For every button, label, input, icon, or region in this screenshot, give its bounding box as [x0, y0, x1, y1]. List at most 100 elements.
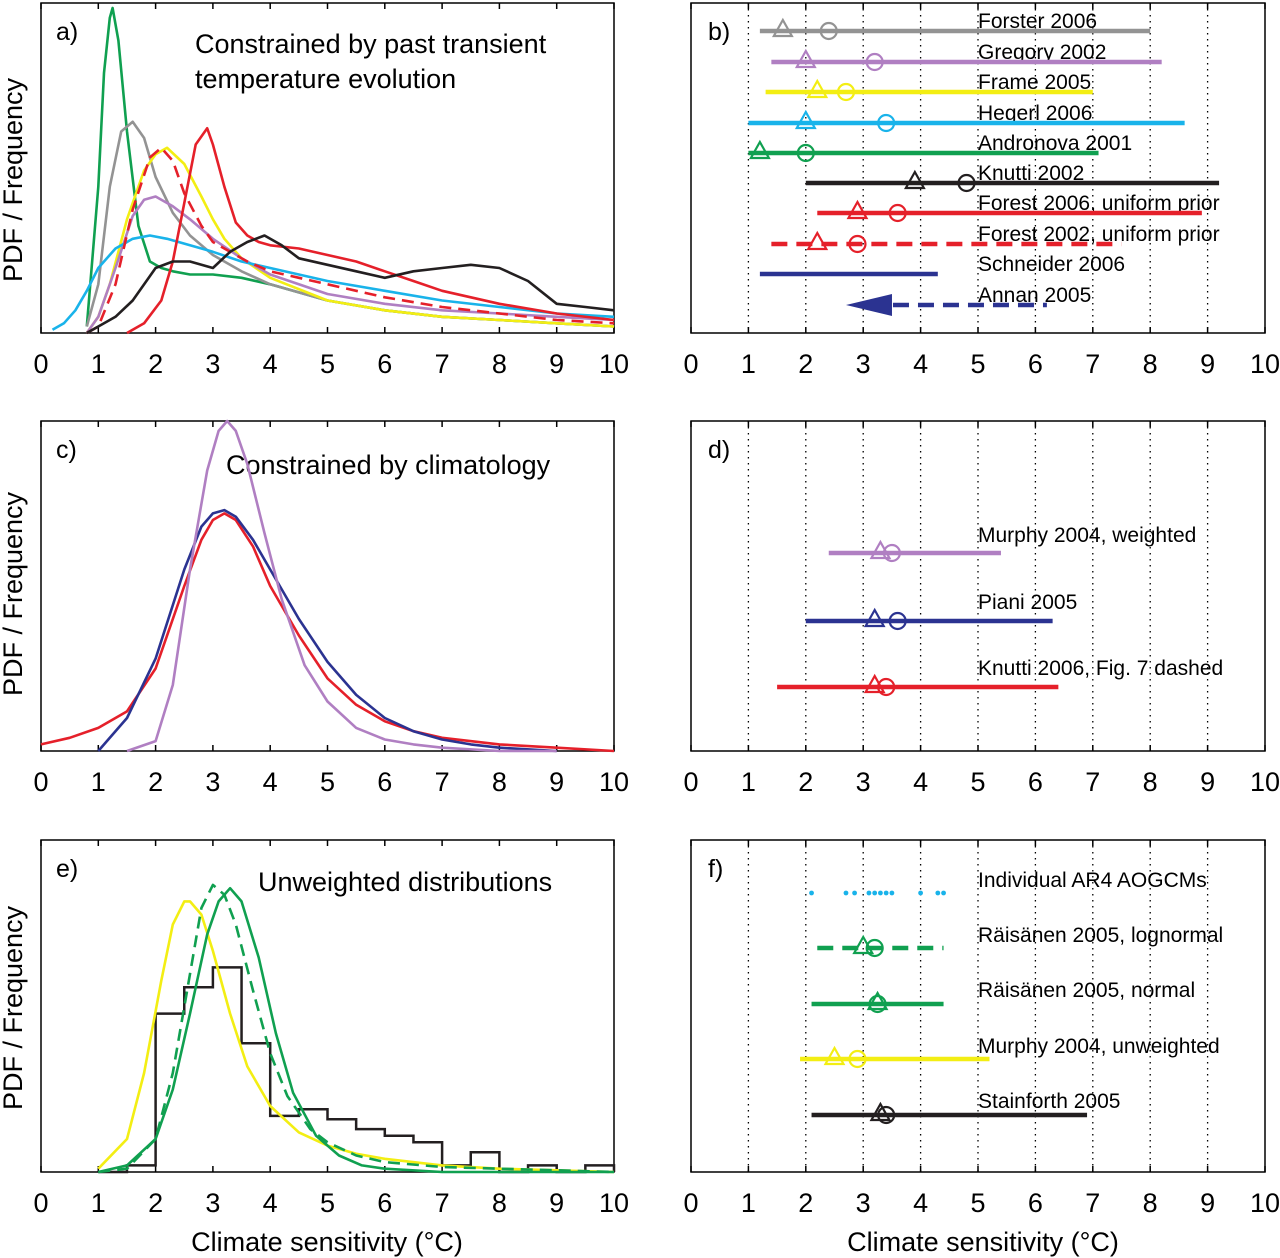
median-circle — [888, 203, 907, 223]
model-point — [889, 890, 895, 896]
interval-row: Räisänen 2005, normal — [811, 979, 1195, 1014]
median-circle — [888, 611, 907, 631]
interval-row: Andronova 2001 — [748, 132, 1132, 163]
xtick-label: 4 — [263, 1188, 278, 1218]
xtick-label: 10 — [599, 349, 629, 379]
histogram-outline — [98, 966, 616, 1174]
mode-triangle — [866, 990, 889, 1011]
panel-f-rows: Individual AR4 AOGCMs Räisänen 2005, logn… — [800, 869, 1223, 1125]
mode-triangle — [823, 1045, 846, 1066]
panel-f-xlabel: Climate sensitivity (°C) — [847, 1227, 1119, 1257]
panel-e-series — [97, 883, 615, 1174]
study-label: Annan 2005 — [978, 284, 1091, 307]
median-circle — [868, 994, 887, 1014]
interval-row: Schneider 2006 — [759, 253, 1125, 277]
xtick-label: 4 — [913, 1188, 928, 1218]
series-purple-solid — [85, 195, 615, 334]
study-label: Schneider 2006 — [978, 253, 1125, 276]
xtick-label: 0 — [33, 1188, 48, 1218]
xtick-label: 7 — [1085, 349, 1100, 379]
study-label: Piani 2005 — [978, 591, 1077, 614]
panel-c-title: Constrained by climatology — [226, 450, 551, 480]
study-label: Andronova 2001 — [978, 132, 1132, 155]
panel-c-ylabel: PDF / Frequency — [0, 491, 28, 696]
panel-d-xticks: 0 1 2 3 4 5 6 7 8 9 10 — [683, 421, 1280, 797]
median-circle — [882, 543, 902, 563]
median-circle — [848, 1049, 867, 1069]
median-circle — [877, 1105, 896, 1125]
interval-row: Gregory 2002 — [771, 41, 1162, 72]
study-label: Stainforth 2005 — [978, 1090, 1120, 1113]
mode-triangle — [794, 109, 817, 130]
study-label: Forest 2006, uniform prior — [978, 192, 1220, 215]
panel-e: e) Unweighted distributions PDF / Freque… — [0, 839, 629, 1257]
xtick-label: 8 — [1143, 349, 1158, 379]
xtick-label: 9 — [549, 349, 564, 379]
xtick-label: 6 — [377, 767, 392, 797]
panel-d-rows: Murphy 2004, weighted Piani 2005 Knutti 20… — [777, 524, 1223, 697]
panel-d-grid — [747, 421, 1209, 751]
xtick-label: 5 — [970, 1188, 985, 1218]
panel-b: b) 0 1 2 3 4 5 6 7 8 9 10 Forster 2006 Gregory 2002… — [683, 2, 1280, 379]
mode-triangle — [863, 607, 886, 628]
model-point — [843, 890, 849, 896]
median-circle — [848, 234, 867, 254]
xtick-label: 6 — [1028, 767, 1043, 797]
xtick-label: 7 — [435, 1188, 450, 1218]
xtick-label: 0 — [683, 1188, 698, 1218]
study-label: Frame 2005 — [978, 71, 1091, 94]
panel-a-letter: a) — [56, 18, 78, 46]
xtick-label: 1 — [741, 767, 756, 797]
xtick-label: 8 — [492, 767, 507, 797]
interval-row: Annan 2005 — [845, 284, 1091, 316]
mode-triangle — [903, 169, 926, 190]
xtick-label: 10 — [1250, 767, 1280, 797]
panel-b-xticks: 0 1 2 3 4 5 6 7 8 9 10 — [683, 3, 1280, 379]
model-point — [872, 890, 878, 896]
panel-b-letter: b) — [708, 18, 730, 46]
xtick-label: 5 — [970, 767, 985, 797]
mode-triangle — [794, 48, 817, 69]
interval-row: Murphy 2004, unweighted — [800, 1035, 1220, 1069]
xtick-label: 8 — [492, 1188, 507, 1218]
interval-row: Frame 2005 — [765, 71, 1093, 102]
mode-triangle — [852, 934, 875, 955]
xtick-label: 5 — [320, 349, 335, 379]
xtick-label: 2 — [148, 767, 163, 797]
xtick-label: 4 — [913, 349, 928, 379]
interval-row: Piani 2005 — [805, 591, 1077, 631]
mode-triangle — [863, 673, 886, 694]
xtick-label: 8 — [492, 349, 507, 379]
xtick-label: 1 — [91, 767, 106, 797]
panel-a-title-line-2: temperature evolution — [195, 64, 456, 94]
xtick-label: 7 — [1085, 1188, 1100, 1218]
xtick-label: 9 — [1200, 349, 1215, 379]
xtick-label: 10 — [599, 767, 629, 797]
panel-f-xticks: 0 1 2 3 4 5 6 7 8 9 10 — [683, 840, 1280, 1218]
xtick-label: 2 — [798, 767, 813, 797]
xtick-label: 2 — [798, 349, 813, 379]
xtick-label: 7 — [435, 349, 450, 379]
study-label: Räisänen 2005, normal — [978, 979, 1195, 1002]
xtick-label: 4 — [913, 767, 928, 797]
panel-f: f) Climate sensitivity (°C) 0 1 2 3 4 5 6 7 8 9 10… — [683, 839, 1280, 1257]
series-green-dashed — [98, 883, 615, 1174]
median-circle — [957, 173, 976, 193]
model-point — [918, 890, 923, 896]
xtick-label: 0 — [33, 349, 48, 379]
interval-row: Forest 2002, uniform prior — [771, 223, 1220, 254]
panel-d-letter: d) — [708, 436, 730, 464]
panel-a-series — [51, 6, 615, 335]
mode-triangle — [806, 78, 829, 99]
study-label: Gregory 2002 — [978, 41, 1106, 64]
panel-f-letter: f) — [708, 855, 723, 883]
study-label: Forster 2006 — [978, 10, 1097, 33]
xtick-label: 9 — [549, 1188, 564, 1218]
panel-b-grid — [747, 3, 1209, 333]
xtick-label: 5 — [320, 767, 335, 797]
xtick-label: 8 — [1143, 767, 1158, 797]
xtick-label: 1 — [741, 1188, 756, 1218]
xtick-label: 7 — [1085, 767, 1100, 797]
xtick-label: 6 — [1028, 349, 1043, 379]
interval-row: Hegerl 2006 — [748, 102, 1185, 133]
